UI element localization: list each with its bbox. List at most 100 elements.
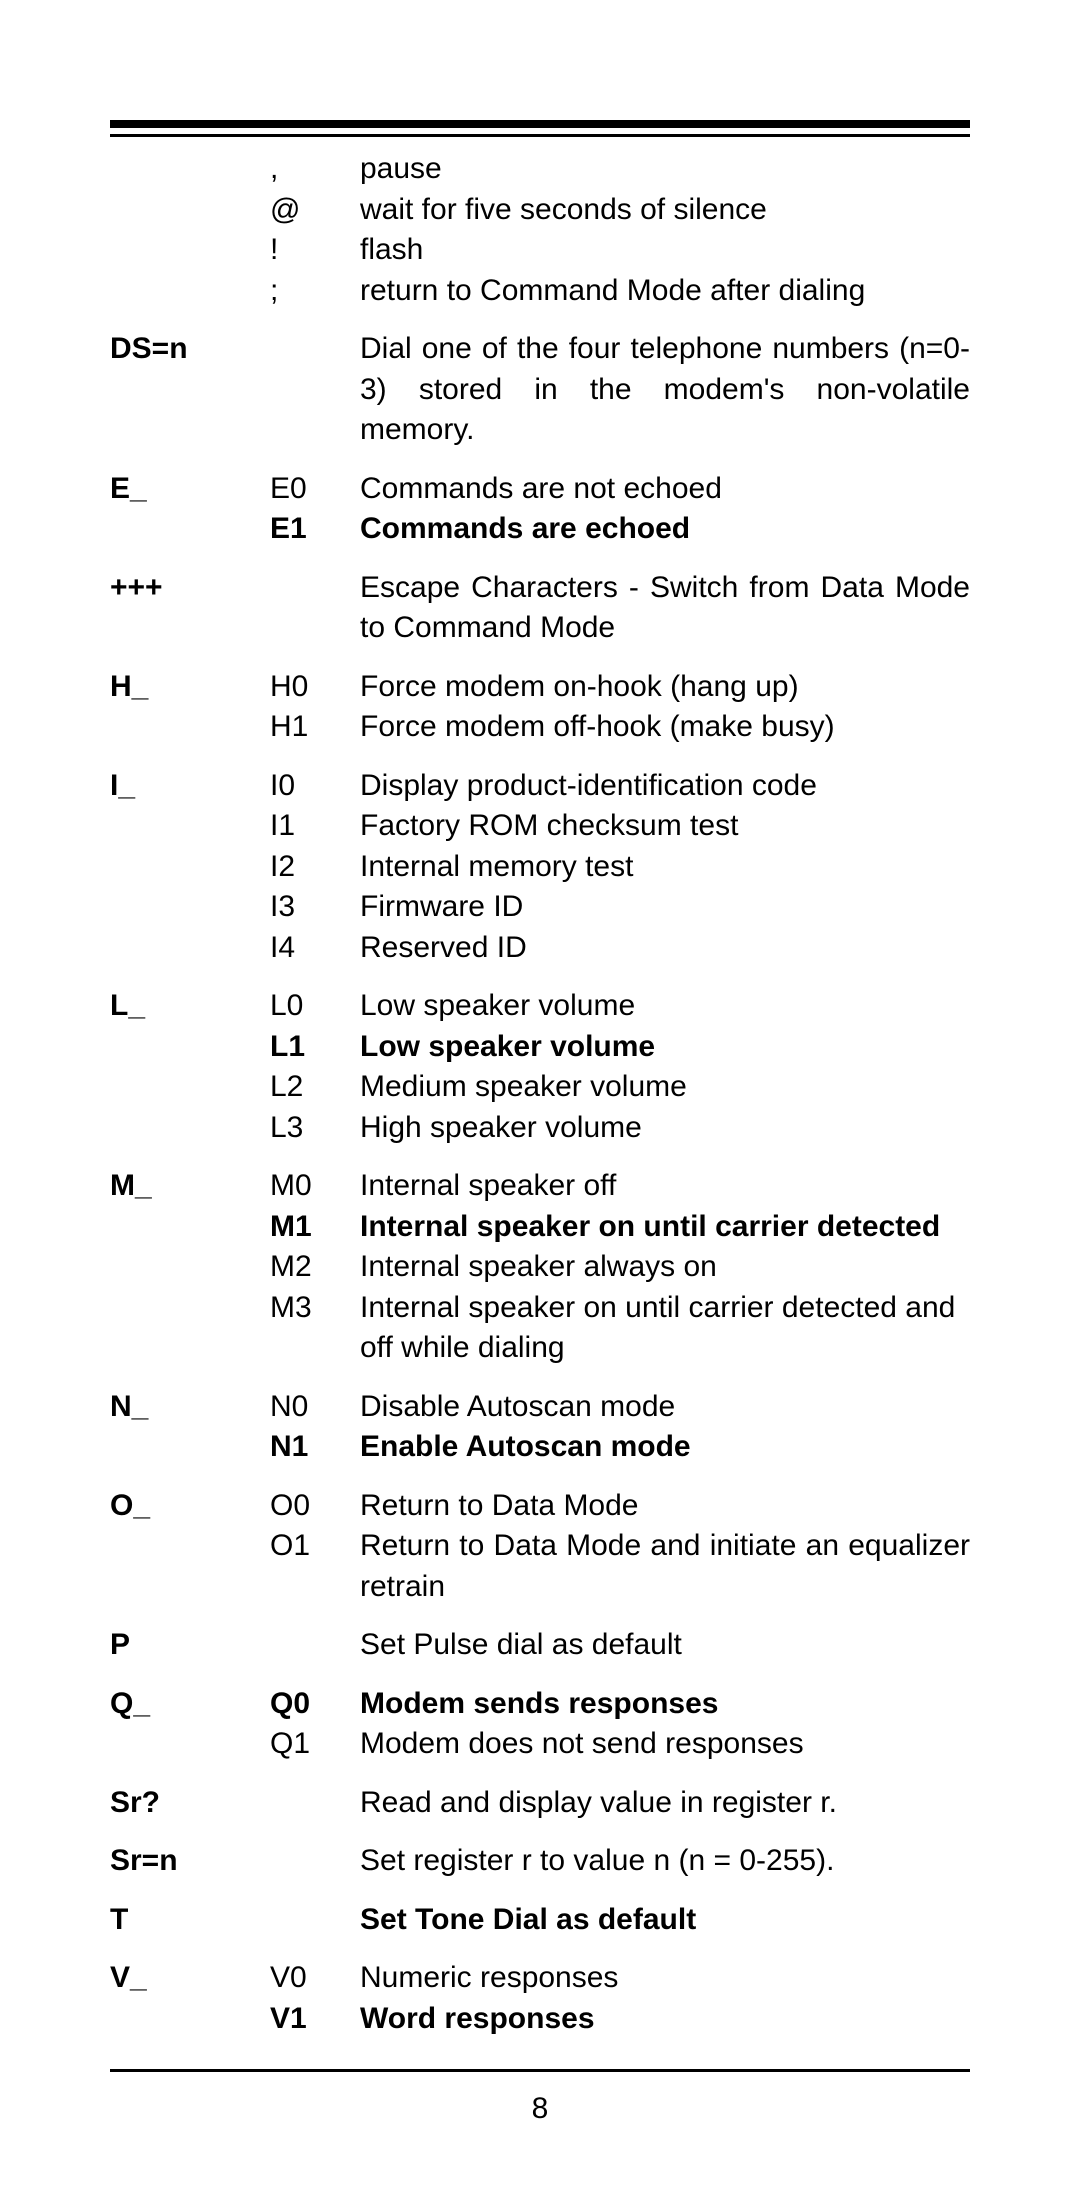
command-description: Commands are not echoed	[360, 469, 970, 510]
command-row: @wait for five seconds of silence	[110, 190, 970, 231]
command-description: wait for five seconds of silence	[360, 190, 970, 231]
command-description: Numeric responses	[360, 1958, 970, 1999]
command-param: O1	[270, 1526, 360, 1567]
command-param: H1	[270, 707, 360, 748]
command-row: ,pause	[110, 149, 970, 190]
command-description: Enable Autoscan mode	[360, 1427, 970, 1468]
command-param: V0	[270, 1958, 360, 1999]
command-param: I4	[270, 928, 360, 969]
command-param: H0	[270, 667, 360, 708]
command-description: Set Pulse dial as default	[360, 1625, 970, 1666]
command-key: Sr?	[110, 1783, 270, 1824]
command-row: E1Commands are echoed	[110, 509, 970, 550]
command-param: L3	[270, 1108, 360, 1149]
command-param: Q1	[270, 1724, 360, 1765]
command-key: T	[110, 1900, 270, 1941]
command-param: L2	[270, 1067, 360, 1108]
command-param: E1	[270, 509, 360, 550]
command-group: H_H0Force modem on-hook (hang up)H1Force…	[110, 667, 970, 748]
command-group: M_M0Internal speaker offM1Internal speak…	[110, 1166, 970, 1369]
command-description: Word responses	[360, 1999, 970, 2040]
command-group: I_I0Display product-identification codeI…	[110, 766, 970, 969]
command-description: Force modem on-hook (hang up)	[360, 667, 970, 708]
command-description: Return to Data Mode and initiate an equa…	[360, 1526, 970, 1607]
command-param: M1	[270, 1207, 360, 1248]
command-description: Commands are echoed	[360, 509, 970, 550]
command-param: Q0	[270, 1684, 360, 1725]
command-group: Sr? Read and display value in register r.	[110, 1783, 970, 1824]
command-param: N1	[270, 1427, 360, 1468]
command-row: N_N0Disable Autoscan mode	[110, 1387, 970, 1428]
command-description: return to Command Mode after dialing	[360, 271, 970, 312]
command-group: V_V0Numeric responsesV1Word responses	[110, 1958, 970, 2039]
command-row: !flash	[110, 230, 970, 271]
command-description: Internal memory test	[360, 847, 970, 888]
command-param: L1	[270, 1027, 360, 1068]
command-param: I3	[270, 887, 360, 928]
command-description: Internal speaker off	[360, 1166, 970, 1207]
page-container: ,pause@wait for five seconds of silence!…	[0, 0, 1080, 2186]
command-param: I2	[270, 847, 360, 888]
command-key: O_	[110, 1486, 270, 1527]
command-param: O0	[270, 1486, 360, 1527]
command-key: M_	[110, 1166, 270, 1207]
command-group: ,pause@wait for five seconds of silence!…	[110, 149, 970, 311]
command-description: Low speaker volume	[360, 986, 970, 1027]
command-key: E_	[110, 469, 270, 510]
command-description: Return to Data Mode	[360, 1486, 970, 1527]
command-group: N_N0Disable Autoscan modeN1Enable Autosc…	[110, 1387, 970, 1468]
command-group: Sr=nSet register r to value n (n = 0-255…	[110, 1841, 970, 1882]
command-group: P Set Pulse dial as default	[110, 1625, 970, 1666]
command-description: Set Tone Dial as default	[360, 1900, 970, 1941]
command-row: +++ Escape Characters - Switch from Data …	[110, 568, 970, 649]
command-group: +++ Escape Characters - Switch from Data …	[110, 568, 970, 649]
command-param: ;	[270, 271, 360, 312]
command-description: Firmware ID	[360, 887, 970, 928]
command-row: M_M0Internal speaker off	[110, 1166, 970, 1207]
command-description: Factory ROM checksum test	[360, 806, 970, 847]
command-row: L3High speaker volume	[110, 1108, 970, 1149]
command-description: Disable Autoscan mode	[360, 1387, 970, 1428]
command-row: Sr=nSet register r to value n (n = 0-255…	[110, 1841, 970, 1882]
command-row: M3Internal speaker on until carrier dete…	[110, 1288, 970, 1369]
command-row: O1Return to Data Mode and initiate an eq…	[110, 1526, 970, 1607]
command-description: Dial one of the four telephone numbers (…	[360, 329, 970, 451]
command-row: T Set Tone Dial as default	[110, 1900, 970, 1941]
command-row: DS=n Dial one of the four telephone numbe…	[110, 329, 970, 451]
command-key: DS=n	[110, 329, 270, 370]
command-param: L0	[270, 986, 360, 1027]
command-description: Reserved ID	[360, 928, 970, 969]
top-double-rule	[110, 120, 970, 137]
command-key: I_	[110, 766, 270, 807]
command-row: ;return to Command Mode after dialing	[110, 271, 970, 312]
command-param: N0	[270, 1387, 360, 1428]
command-row: N1Enable Autoscan mode	[110, 1427, 970, 1468]
command-param: @	[270, 190, 360, 231]
command-description: Display product-identification code	[360, 766, 970, 807]
command-description: High speaker volume	[360, 1108, 970, 1149]
command-param: I0	[270, 766, 360, 807]
command-row: H1Force modem off-hook (make busy)	[110, 707, 970, 748]
command-description: Medium speaker volume	[360, 1067, 970, 1108]
command-key: +++	[110, 568, 270, 609]
command-row: I4Reserved ID	[110, 928, 970, 969]
command-param: !	[270, 230, 360, 271]
command-description: flash	[360, 230, 970, 271]
command-group: O_O0Return to Data ModeO1Return to Data …	[110, 1486, 970, 1608]
command-row: M1Internal speaker on until carrier dete…	[110, 1207, 970, 1248]
command-group: E_E0Commands are not echoedE1Commands ar…	[110, 469, 970, 550]
command-param: I1	[270, 806, 360, 847]
command-row: H_H0Force modem on-hook (hang up)	[110, 667, 970, 708]
command-row: V1Word responses	[110, 1999, 970, 2040]
command-key: H_	[110, 667, 270, 708]
command-group: DS=n Dial one of the four telephone numbe…	[110, 329, 970, 451]
command-key: P	[110, 1625, 270, 1666]
command-description: Internal speaker on until carrier detect…	[360, 1288, 970, 1369]
command-description: pause	[360, 149, 970, 190]
command-row: V_V0Numeric responses	[110, 1958, 970, 1999]
command-key: Sr=n	[110, 1841, 270, 1882]
command-description: Low speaker volume	[360, 1027, 970, 1068]
command-param: M2	[270, 1247, 360, 1288]
command-description: Escape Characters - Switch from Data Mod…	[360, 568, 970, 649]
command-description: Read and display value in register r.	[360, 1783, 970, 1824]
